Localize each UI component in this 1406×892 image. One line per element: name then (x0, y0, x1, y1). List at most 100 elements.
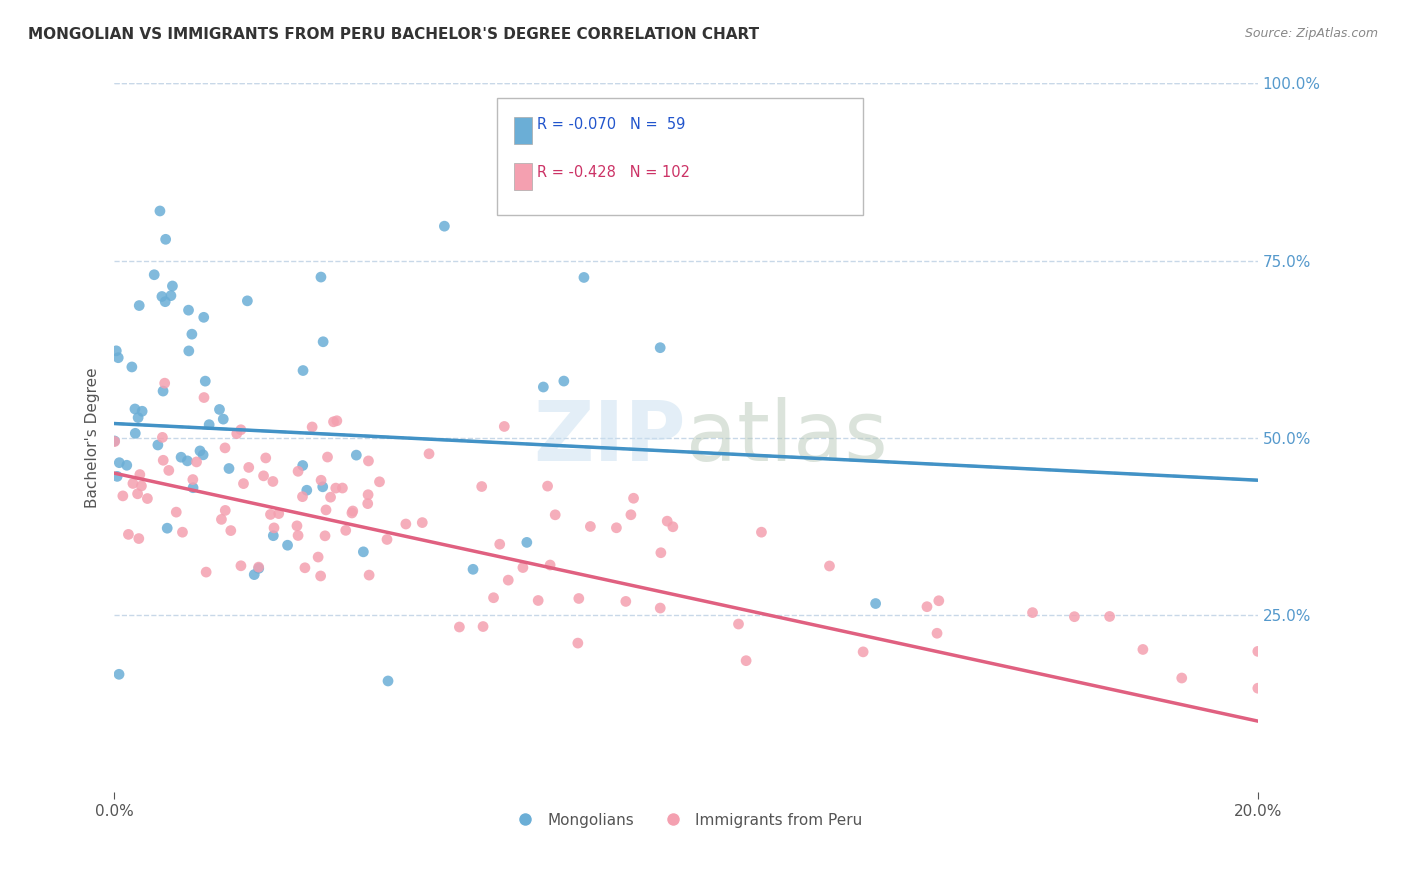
Point (471, 479, 494, 493)
FancyBboxPatch shape (498, 97, 863, 214)
Point (152, 430, 174, 444)
Point (177, 343, 200, 358)
Point (662, 520, 685, 534)
Point (160, 288, 183, 302)
Point (605, 521, 627, 535)
Point (307, 550, 329, 565)
Point (229, 558, 252, 573)
Point (186, 455, 208, 469)
Point (1021, 606, 1043, 620)
Point (314, 529, 336, 543)
Point (291, 458, 314, 473)
Point (111, 489, 134, 503)
Point (727, 617, 749, 632)
Point (153, 376, 176, 391)
Text: atlas: atlas (686, 397, 887, 478)
Point (128, 532, 150, 546)
Point (267, 507, 290, 521)
Point (1098, 609, 1121, 624)
Point (292, 363, 315, 377)
Point (218, 461, 240, 475)
Point (291, 490, 314, 504)
Point (155, 294, 177, 309)
Text: MONGOLIAN VS IMMIGRANTS FROM PERU BACHELOR'S DEGREE CORRELATION CHART: MONGOLIAN VS IMMIGRANTS FROM PERU BACHEL… (28, 27, 759, 42)
Point (614, 594, 637, 608)
Point (340, 506, 363, 520)
Point (124, 426, 146, 441)
Point (567, 636, 589, 650)
Point (243, 567, 266, 582)
Point (212, 412, 235, 426)
Point (433, 219, 456, 234)
Point (170, 450, 193, 465)
Point (136, 491, 159, 506)
Point (152, 384, 174, 398)
Point (294, 561, 316, 575)
FancyBboxPatch shape (515, 117, 531, 144)
Point (247, 561, 270, 575)
Point (252, 468, 274, 483)
Point (620, 508, 643, 522)
Point (209, 512, 232, 526)
Point (1063, 609, 1085, 624)
Point (188, 444, 211, 458)
Point (572, 270, 595, 285)
Point (277, 538, 299, 552)
Point (198, 417, 221, 432)
Point (131, 404, 153, 418)
Point (309, 473, 332, 487)
Point (309, 569, 332, 583)
Point (105, 469, 128, 483)
Point (357, 488, 380, 502)
Point (295, 483, 318, 498)
Point (357, 454, 380, 468)
Point (287, 528, 309, 542)
Point (254, 450, 277, 465)
Point (925, 626, 948, 640)
Point (309, 270, 332, 285)
Point (117, 527, 139, 541)
Point (915, 599, 938, 614)
Point (650, 546, 672, 560)
Point (143, 268, 166, 282)
Point (325, 481, 347, 495)
Point (312, 334, 335, 349)
Point (247, 560, 270, 574)
Point (494, 419, 516, 434)
Point (326, 414, 349, 428)
Point (527, 593, 550, 607)
Point (157, 463, 180, 477)
Point (156, 521, 179, 535)
Point (105, 343, 128, 358)
Point (104, 434, 127, 449)
Point (108, 667, 131, 681)
Point (263, 521, 285, 535)
Point (121, 359, 143, 374)
Point (536, 479, 558, 493)
Point (461, 562, 484, 576)
Point (236, 293, 259, 308)
Point (332, 481, 354, 495)
Point (176, 454, 198, 468)
Point (531, 380, 554, 394)
Point (127, 487, 149, 501)
Point (146, 438, 169, 452)
Point (229, 423, 252, 437)
Point (108, 456, 131, 470)
Text: ZIP: ZIP (533, 397, 686, 478)
Point (1247, 644, 1270, 658)
Point (238, 460, 260, 475)
Point (865, 597, 887, 611)
Point (287, 464, 309, 478)
Point (568, 591, 591, 606)
Point (150, 289, 173, 303)
Point (359, 568, 381, 582)
Point (262, 475, 284, 489)
Point (852, 645, 875, 659)
Point (107, 351, 129, 365)
Point (128, 299, 150, 313)
Point (375, 533, 398, 547)
Point (208, 402, 231, 417)
Y-axis label: Bachelor's Degree: Bachelor's Degree (86, 368, 100, 508)
Point (315, 503, 337, 517)
